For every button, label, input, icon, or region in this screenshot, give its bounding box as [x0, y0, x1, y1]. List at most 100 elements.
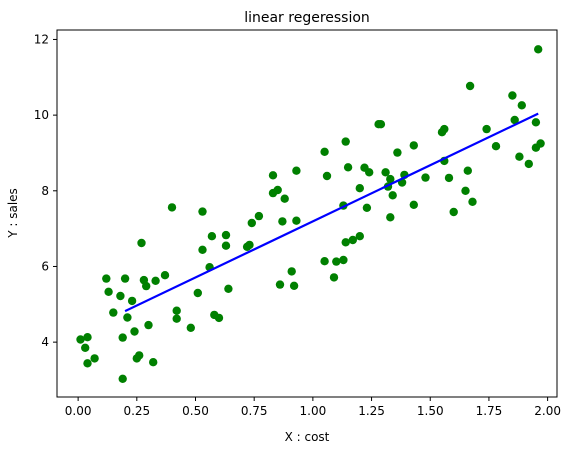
- data-point: [531, 118, 541, 127]
- data-point: [292, 216, 301, 225]
- data-point: [149, 358, 158, 367]
- data-point: [465, 81, 475, 91]
- data-point: [76, 335, 85, 344]
- plot-area: [76, 45, 545, 383]
- data-point: [491, 142, 501, 151]
- y-tick-label: 6: [41, 259, 49, 273]
- data-point: [144, 320, 153, 330]
- y-tick-label: 12: [34, 32, 49, 46]
- data-point: [409, 141, 418, 150]
- data-point: [386, 174, 395, 184]
- data-point: [348, 235, 357, 245]
- data-point: [515, 152, 524, 161]
- y-tick-label: 4: [41, 335, 49, 349]
- data-point: [536, 139, 545, 148]
- data-point: [186, 323, 195, 332]
- data-point: [120, 274, 130, 283]
- data-point: [268, 171, 278, 180]
- data-point: [83, 333, 92, 342]
- x-tick-label: 0.75: [241, 404, 268, 418]
- data-point: [123, 313, 132, 322]
- x-tick-label: 0.25: [123, 404, 150, 418]
- data-point: [332, 257, 341, 266]
- data-point: [320, 147, 329, 156]
- data-point: [381, 168, 390, 177]
- x-tick-label: 1.75: [476, 404, 503, 418]
- data-point: [329, 273, 339, 282]
- data-point: [198, 207, 207, 216]
- data-point: [421, 173, 430, 182]
- data-point: [245, 240, 254, 250]
- data-point: [172, 314, 181, 323]
- data-point: [137, 238, 146, 248]
- data-point: [102, 274, 111, 283]
- data-point: [510, 115, 519, 125]
- data-point: [198, 245, 207, 254]
- data-point: [254, 211, 264, 221]
- data-point: [517, 101, 526, 110]
- axis-ticks: 0.00 0.25 0.50 0.75 1.00 1.25 1.50 1.75 2.00 4 6 8 1…: [34, 32, 561, 418]
- data-point: [339, 255, 348, 265]
- data-point: [167, 203, 177, 212]
- data-point: [292, 166, 301, 175]
- data-point: [130, 327, 139, 336]
- data-point: [160, 271, 170, 280]
- data-point: [355, 184, 364, 193]
- data-point: [273, 185, 282, 195]
- data-point: [172, 306, 181, 315]
- data-point: [221, 241, 231, 250]
- data-point: [482, 124, 491, 134]
- data-point: [524, 159, 533, 169]
- data-point: [127, 296, 137, 306]
- data-point: [142, 281, 151, 291]
- data-point: [214, 313, 224, 323]
- data-point: [278, 217, 287, 226]
- data-point: [461, 186, 470, 195]
- data-point: [289, 281, 299, 290]
- x-tick-label: 0.50: [182, 404, 209, 418]
- data-point: [355, 232, 364, 241]
- data-point: [83, 359, 92, 368]
- data-point: [393, 148, 402, 157]
- data-point: [118, 374, 127, 383]
- data-point: [320, 257, 329, 266]
- data-point: [221, 230, 231, 240]
- data-point: [81, 343, 90, 352]
- data-point: [280, 194, 289, 203]
- data-point: [104, 287, 113, 296]
- data-point: [463, 166, 472, 175]
- data-point: [341, 137, 350, 146]
- axes-frame: [56, 29, 558, 398]
- data-point: [449, 207, 458, 217]
- x-tick-label: 1.25: [358, 404, 385, 418]
- data-point: [118, 333, 127, 342]
- y-tick-label: 8: [41, 184, 49, 198]
- data-point: [468, 197, 477, 206]
- data-point: [362, 203, 372, 212]
- x-tick-label: 1.50: [417, 404, 444, 418]
- data-point: [116, 291, 125, 301]
- data-point: [287, 267, 296, 276]
- data-point: [341, 238, 350, 247]
- data-point: [90, 354, 99, 363]
- data-point: [322, 171, 332, 181]
- y-axis-label: Y : sales: [6, 188, 20, 239]
- data-point: [365, 168, 374, 177]
- data-point: [386, 213, 395, 222]
- x-tick-label: 1.00: [300, 404, 327, 418]
- chart-title: linear regeression: [244, 10, 370, 26]
- data-point: [388, 191, 397, 200]
- data-point: [275, 280, 285, 289]
- data-point: [343, 163, 353, 172]
- x-tick-label: 2.00: [534, 404, 561, 418]
- data-point: [193, 288, 202, 298]
- regression-line: [124, 112, 539, 313]
- data-point: [135, 351, 144, 360]
- data-point: [151, 276, 160, 285]
- data-point: [508, 91, 517, 100]
- data-point: [207, 232, 217, 241]
- data-point: [444, 173, 454, 183]
- data-point: [247, 218, 256, 228]
- data-point: [224, 284, 233, 293]
